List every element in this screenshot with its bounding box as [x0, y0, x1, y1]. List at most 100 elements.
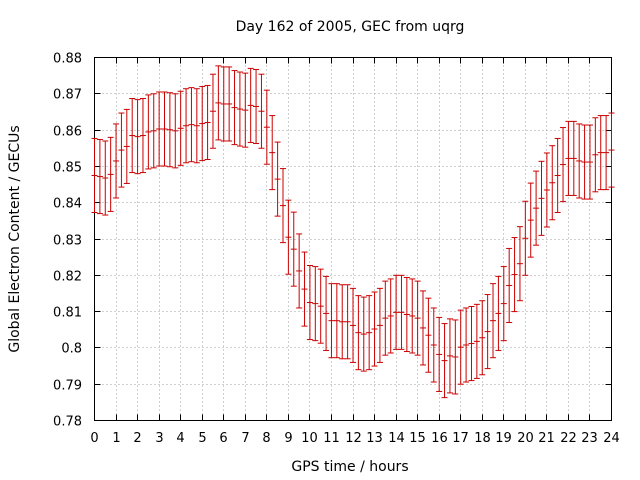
error-bar-point: [204, 84, 211, 161]
y-tick-label: 0.85: [53, 161, 82, 176]
error-bar-point: [134, 99, 141, 175]
grid-lines: [94, 57, 612, 421]
axis-ticks: [94, 57, 612, 421]
error-bar-point: [516, 226, 523, 302]
y-tick-label: 0.82: [53, 270, 82, 285]
y-tick-label: 0.86: [53, 125, 82, 140]
error-bar-point: [538, 160, 545, 236]
error-bar-point: [328, 283, 335, 359]
error-bar-point: [479, 300, 486, 376]
error-bar-point: [414, 280, 421, 356]
error-bar-point: [274, 141, 281, 217]
error-bar-point: [576, 123, 583, 199]
error-bar-point: [560, 127, 567, 203]
y-tick-label: 0.83: [53, 234, 82, 249]
x-tick-label: 11: [323, 431, 340, 446]
error-bar-point: [457, 309, 464, 385]
error-bar-point: [409, 278, 416, 354]
error-bar-point: [172, 93, 179, 169]
error-bar-point: [339, 284, 346, 360]
error-bar-point: [220, 66, 227, 142]
error-bar-point: [592, 117, 599, 193]
error-bar-point: [333, 283, 340, 359]
error-bar-point: [382, 280, 389, 356]
x-tick-label: 3: [155, 431, 163, 446]
x-axis-title: GPS time / hours: [291, 459, 408, 475]
error-bar-point: [495, 275, 502, 351]
error-bar-point: [113, 123, 120, 199]
error-bar-point: [226, 66, 233, 142]
x-tick-label: 23: [581, 431, 598, 446]
error-bar-point: [129, 98, 136, 174]
error-bar-point: [209, 73, 216, 149]
x-tick-label: 1: [112, 431, 120, 446]
error-bar-point: [139, 98, 146, 174]
error-bar-point: [323, 275, 330, 351]
error-bar-point: [118, 112, 125, 188]
y-tick-label: 0.78: [53, 415, 82, 430]
error-bar-point: [597, 115, 604, 191]
x-tick-label: 16: [431, 431, 448, 446]
x-tick-label: 2: [133, 431, 141, 446]
error-bar-point: [236, 71, 243, 147]
x-tick-label: 12: [345, 431, 362, 446]
error-bar-point: [177, 90, 184, 166]
error-bar-point: [350, 287, 356, 363]
error-bar-point: [473, 303, 480, 379]
error-bar-point: [376, 287, 383, 363]
error-bar-point: [279, 168, 286, 244]
error-bar-point: [166, 92, 173, 168]
error-bar-point: [500, 266, 507, 342]
error-bar-point: [371, 291, 378, 367]
error-bar-point: [570, 120, 577, 196]
x-tick-label: 24: [603, 431, 620, 446]
error-bar-point: [102, 140, 109, 216]
error-bar-point: [360, 296, 367, 372]
error-bar-point: [463, 307, 470, 383]
error-bar-point: [123, 108, 130, 184]
error-bar-point: [565, 120, 572, 196]
error-bar-point: [91, 137, 98, 214]
x-tick-label: 8: [262, 431, 270, 446]
error-bar-point: [420, 290, 427, 366]
error-bar-point: [393, 274, 400, 350]
error-bar-point: [430, 307, 437, 383]
error-bar-point: [554, 137, 561, 214]
error-bar-point: [425, 297, 432, 373]
y-tick-labels: 0.78 0.79 0.8 0.81 0.82 0.83 0.84 0.85 0.86 0.87 0…: [53, 52, 82, 430]
error-bar-point: [403, 276, 410, 353]
error-bar-point: [549, 145, 556, 221]
x-tick-label: 10: [301, 431, 318, 446]
y-tick-label: 0.8: [61, 342, 82, 357]
x-tick-label: 18: [474, 431, 491, 446]
error-bar-point: [543, 152, 550, 228]
error-bar-point: [156, 91, 163, 167]
y-tick-label: 0.81: [53, 306, 82, 321]
error-bar-point: [253, 68, 260, 145]
x-tick-labels: 0 1 2 3 4 5 6 7 8 9 10 11 12 13 14 15 16 17 18 19 20 21 22 23 24: [90, 431, 619, 446]
error-bar-point: [452, 319, 459, 395]
x-tick-label: 7: [241, 431, 249, 446]
x-tick-label: 22: [560, 431, 577, 446]
x-tick-label: 9: [284, 431, 292, 446]
error-bar-point: [506, 247, 513, 323]
error-bar-point: [366, 295, 373, 371]
error-bar-point: [355, 295, 362, 371]
error-bar-point: [183, 88, 190, 164]
error-bar-point: [258, 73, 265, 149]
error-bar-point: [301, 251, 308, 327]
x-tick-label: 15: [409, 431, 426, 446]
error-bar-point: [533, 170, 540, 246]
x-tick-label: 21: [538, 431, 555, 446]
x-tick-label: 4: [176, 431, 184, 446]
error-bar-point: [263, 89, 270, 165]
error-bar-point: [296, 233, 303, 309]
error-bar-point: [199, 86, 206, 162]
chart-title: Day 162 of 2005, GEC from uqrg: [236, 19, 465, 35]
error-bar-series: [91, 65, 615, 399]
error-bar-point: [269, 115, 276, 191]
error-bar-point: [242, 72, 249, 148]
error-bar-point: [306, 264, 313, 341]
error-bar-point: [468, 306, 475, 382]
